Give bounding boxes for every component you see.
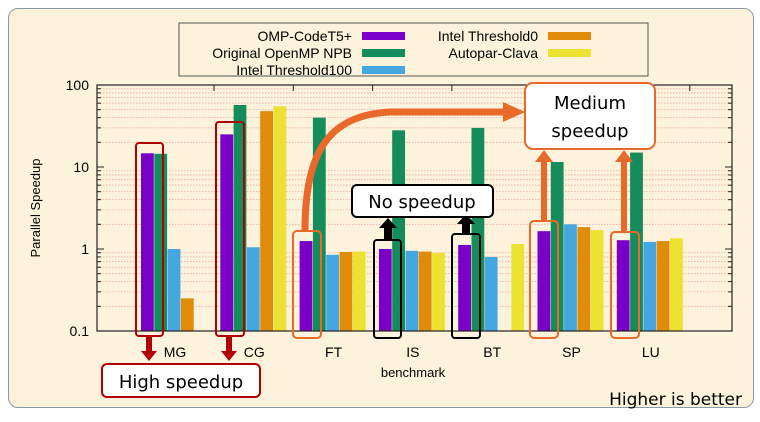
bar-MG-0 <box>141 153 154 331</box>
high-speedup-label-box <box>101 363 261 398</box>
medium-speedup-label-wrap: Medium speedup <box>551 93 629 142</box>
arrow-up-icon <box>535 150 553 220</box>
high-box-mg <box>135 142 164 337</box>
plot-border <box>96 84 733 332</box>
bar-BT-1 <box>471 127 485 331</box>
arrow-down-icon <box>221 337 237 361</box>
medium-speedup-label-box <box>524 82 656 150</box>
bar-BT-2 <box>484 256 498 331</box>
bar-CG-0 <box>220 134 234 331</box>
bar-MG-3 <box>180 298 194 331</box>
high-box-cg <box>215 121 245 337</box>
medium-box-ft <box>292 230 322 339</box>
arrow-down-icon <box>141 337 157 361</box>
bar-IS-0 <box>378 249 392 331</box>
legend-swatch <box>362 32 405 40</box>
bar-SP-4 <box>590 230 604 331</box>
curved-arrow <box>301 108 505 231</box>
bar-BT-4 <box>511 244 525 331</box>
x-tick-label: IS <box>406 344 419 360</box>
bar-LU-0 <box>616 240 630 331</box>
medium-speedup-label: Medium speedup <box>551 93 629 142</box>
bar-LU-3 <box>656 241 670 331</box>
bar-CG-3 <box>260 111 273 332</box>
bar-CG-2 <box>246 247 260 331</box>
x-tick-label: SP <box>562 344 581 360</box>
bar-SP-0 <box>537 231 551 331</box>
bar-FT-4 <box>352 251 366 331</box>
bar-IS-4 <box>432 252 445 331</box>
legend-label: OMP-CodeT5+ <box>257 28 352 44</box>
bar-IS-3 <box>418 251 432 331</box>
arrow-up-icon <box>615 150 633 231</box>
legend-label: Autopar-Clava <box>449 45 539 61</box>
legend-label: Original OpenMP NPB <box>212 45 352 61</box>
y-tick-label: 100 <box>66 77 90 93</box>
arrow-up-icon <box>379 218 397 240</box>
bar-FT-3 <box>339 251 353 331</box>
bar-MG-2 <box>167 249 181 331</box>
bar-SP-2 <box>564 224 577 331</box>
annotations: High speedup Medium speedup No speedup H… <box>101 82 742 410</box>
medium-box-sp <box>529 220 559 339</box>
x-tick-label: CG <box>244 344 265 360</box>
bar-IS-1 <box>392 130 405 331</box>
arrow-up-icon <box>457 214 475 234</box>
bar-FT-1 <box>312 117 326 332</box>
x-axis-label: benchmark <box>381 365 446 380</box>
bar-LU-1 <box>630 152 643 331</box>
x-tick-label: MG <box>164 344 187 360</box>
x-tick-label: FT <box>325 344 343 360</box>
no-speedup-label: No speedup <box>368 192 475 213</box>
x-tick-label: LU <box>642 344 660 360</box>
legend-label: Intel Threshold100 <box>236 62 352 78</box>
bar-MG-1 <box>154 153 168 331</box>
bar-LU-4 <box>670 238 683 331</box>
arrow-right-icon <box>503 102 525 122</box>
no-speedup-label-box <box>351 184 494 218</box>
legend-label: Intel Threshold0 <box>438 28 538 44</box>
bar-IS-2 <box>405 250 419 331</box>
bar-CG-4 <box>273 106 287 332</box>
bar-LU-2 <box>643 241 657 331</box>
bar-SP-3 <box>577 227 591 331</box>
legend-swatch <box>548 32 591 40</box>
x-tick-label: BT <box>483 344 501 360</box>
y-tick-label: 0.1 <box>70 323 90 339</box>
bar-FT-0 <box>299 241 313 331</box>
higher-is-better-note: Higher is better <box>609 390 742 410</box>
legend-swatch <box>362 49 405 57</box>
y-tick-label: 10 <box>73 159 89 175</box>
y-tick-label: 1 <box>81 241 89 257</box>
legend-swatch <box>548 49 591 57</box>
y-axis-label: Parallel Speedup <box>28 158 43 257</box>
bar-BT-0 <box>458 244 471 331</box>
bar-FT-2 <box>326 254 339 331</box>
legend-swatch <box>362 66 405 74</box>
high-speedup-label: High speedup <box>119 372 243 393</box>
medium-box-lu <box>610 231 640 339</box>
